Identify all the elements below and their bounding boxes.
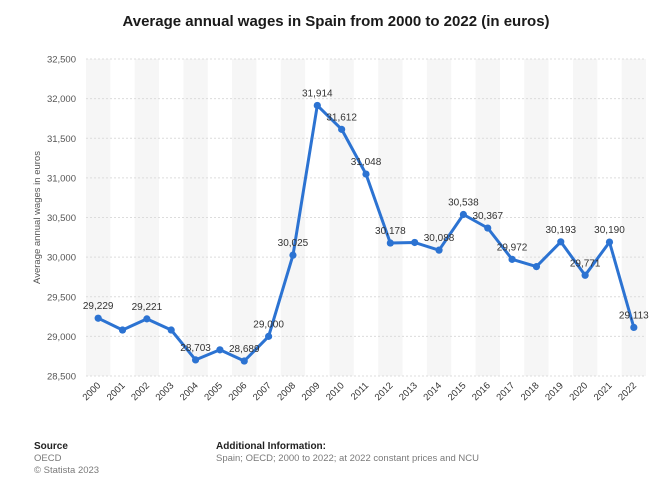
y-tick-label: 29,000 [47,332,76,343]
x-tick-label: 2012 [373,380,396,403]
data-point [167,326,175,334]
x-tick-label: 2005 [202,380,225,403]
y-tick-label: 32,000 [47,94,76,105]
data-point [240,357,248,365]
data-point [532,263,541,271]
data-label: 29,000 [253,319,284,330]
y-tick-label: 31,000 [47,173,76,184]
source-block: Source OECD © Statista 2023 [34,441,99,477]
data-point [265,332,273,340]
data-label: 29,771 [570,258,601,269]
data-point [191,356,200,364]
source-heading: Source [34,441,68,452]
copyright: © Statista 2023 [34,465,100,476]
column-band [524,59,549,376]
data-label: 30,088 [424,233,455,244]
data-point [143,315,151,323]
data-label: 30,193 [545,225,576,236]
x-tick-label: 2004 [178,380,201,403]
additional-info-heading: Additional Information: [216,441,326,452]
data-point [289,251,297,259]
data-label: 30,538 [448,197,479,208]
y-tick-label: 30,000 [47,253,76,264]
column-band [232,59,257,376]
column-band [572,59,598,376]
y-tick-label: 30,500 [47,213,76,224]
x-tick-label: 2007 [251,380,274,403]
x-tick-label: 2021 [592,380,615,403]
chart-title: Average annual wages in Spain from 2000 … [122,13,550,30]
x-tick-label: 2013 [397,380,420,403]
column-band [280,59,306,376]
data-point [118,326,127,334]
source-name: OECD [34,453,62,464]
data-point [605,238,614,246]
x-tick-label: 2016 [470,380,493,403]
data-point [459,210,467,219]
data-label: 30,025 [278,238,309,249]
data-label: 28,703 [180,343,211,354]
data-label: 28,689 [229,344,260,355]
data-point [630,323,638,332]
data-point [508,255,516,263]
y-tick-label: 32,500 [47,55,76,66]
y-tick-label: 31,500 [47,134,76,145]
data-point [411,238,419,247]
data-label: 29,972 [497,242,528,253]
x-tick-label: 2009 [300,380,323,403]
x-tick-label: 2001 [105,380,128,403]
data-point [362,170,370,178]
x-tick-label: 2010 [324,380,347,403]
x-tick-label: 2018 [519,380,542,403]
column-band [329,59,354,376]
y-tick-label: 29,500 [47,292,76,303]
data-label: 31,914 [302,88,333,99]
data-point [581,271,589,279]
x-tick-label: 2017 [494,380,517,403]
data-point [338,125,346,133]
x-tick-label: 2019 [543,380,566,403]
data-point [94,314,102,322]
x-tick-label: 2002 [129,380,152,403]
data-point [216,346,224,354]
x-tick-label: 2003 [154,380,177,403]
x-tick-label: 2015 [446,380,469,403]
data-point [557,238,565,246]
data-label: 30,178 [375,226,406,237]
data-label: 29,113 [619,310,649,321]
x-tick-label: 2006 [227,380,250,403]
data-label: 31,612 [326,112,357,123]
data-label: 29,221 [132,302,163,313]
x-tick-label: 2014 [421,380,444,403]
data-point [435,246,443,254]
data-label: 31,048 [351,157,382,168]
y-tick-label: 28,500 [47,372,76,383]
x-tick-label: 2020 [568,380,591,403]
data-point [386,239,394,247]
x-tick-label: 2011 [349,380,371,402]
data-point [313,101,321,110]
x-tick-label: 2000 [81,380,104,403]
additional-info-block: Additional Information: Spain; OECD; 200… [216,441,479,465]
data-label: 30,367 [472,211,503,222]
data-label: 29,229 [83,301,114,312]
data-point [484,224,492,232]
x-tick-label: 2008 [275,380,298,403]
y-axis-title: Average annual wages in euros [32,151,43,284]
additional-info-text: Spain; OECD; 2000 to 2022; at 2022 const… [216,453,479,464]
data-label: 30,190 [594,225,625,236]
x-tick-label: 2022 [616,380,639,403]
